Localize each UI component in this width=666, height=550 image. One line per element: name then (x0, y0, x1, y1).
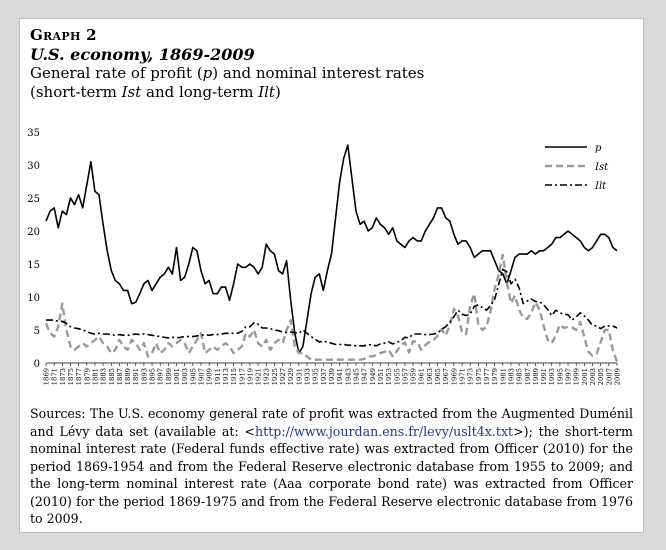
x-tick-label: 2003 (589, 368, 597, 385)
y-tick-label: 30 (27, 161, 40, 172)
x-tick-label: 1911 (214, 368, 222, 385)
graph-label: Graph 2 (30, 26, 97, 44)
sources-text-after: >); the short-term nominal interest rate… (30, 423, 633, 527)
x-tick-label: 1901 (173, 368, 181, 385)
x-tick-label: 2001 (581, 368, 589, 385)
x-tick-label: 1931 (295, 368, 303, 385)
x-tick-label: 1941 (336, 368, 344, 385)
x-tick-label: 1925 (271, 368, 279, 385)
x-tick-label: 1877 (75, 368, 83, 385)
x-tick-label: 1907 (197, 368, 205, 385)
graph-subtitle-line2: (short-term Ist and long-term Ilt) (30, 83, 281, 101)
graph-subtitle-line1: General rate of profit (p) and nominal i… (30, 64, 425, 82)
x-tick-label: 1987 (524, 368, 532, 385)
x-tick-label: 1977 (483, 368, 491, 385)
x-tick-label: 1957 (401, 368, 409, 385)
x-tick-label: 1995 (556, 368, 564, 385)
x-tick-label: 1899 (165, 368, 173, 385)
x-tick-label: 1991 (540, 368, 548, 385)
x-tick-label: 1935 (312, 368, 320, 385)
x-tick-label: 1953 (385, 368, 393, 385)
x-tick-label: 1903 (181, 368, 189, 385)
series-line-ilt (46, 268, 618, 347)
x-tick-label: 1871 (51, 368, 59, 385)
x-tick-label: 1969 (450, 368, 458, 385)
x-tick-label: 1873 (59, 368, 67, 385)
sources-note: Sources: The U.S. economy general rate o… (30, 405, 633, 528)
x-tick-label: 1981 (499, 368, 507, 385)
x-tick-label: 1885 (108, 368, 116, 385)
x-tick-label: 1947 (361, 368, 369, 385)
x-tick-label: 1963 (426, 368, 434, 385)
series-line-ist (44, 253, 619, 363)
x-tick-label: 1945 (352, 368, 360, 385)
x-tick-label: 2007 (605, 368, 613, 385)
x-tick-label: 1893 (140, 368, 148, 385)
x-tick-label: 1971 (459, 368, 467, 385)
graph-panel: Graph 2 U.S. economy, 1869-2009 General … (19, 18, 644, 533)
x-tick-label: 2009 (614, 368, 622, 385)
y-tick-label: 20 (27, 227, 40, 238)
y-tick-label: 15 (27, 260, 40, 271)
x-tick-label: 1989 (532, 368, 540, 385)
x-tick-label: 1975 (475, 368, 483, 385)
x-tick-label: 1915 (230, 368, 238, 385)
x-tick-label: 1917 (238, 368, 246, 385)
sources-link[interactable]: http://www.jourdan.ens.fr/levy/uslt4x.tx… (255, 423, 514, 439)
x-tick-label: 1891 (132, 368, 140, 385)
x-tick-label: 1951 (377, 368, 385, 385)
legend-label-ilt: Ilt (594, 181, 607, 192)
graph-title: U.S. economy, 1869-2009 (30, 45, 255, 64)
x-tick-label: 1937 (320, 368, 328, 385)
y-tick-label: 10 (27, 293, 40, 304)
x-tick-label: 1921 (255, 368, 263, 385)
x-tick-label: 1929 (287, 368, 295, 385)
x-tick-label: 1913 (222, 368, 230, 385)
x-tick-label: 1943 (344, 368, 352, 385)
x-tick-label: 2005 (597, 368, 605, 385)
x-tick-label: 1985 (516, 368, 524, 385)
x-tick-label: 1881 (91, 368, 99, 385)
x-tick-label: 1897 (157, 368, 165, 385)
y-tick-label: 0 (34, 359, 40, 370)
x-tick-label: 1909 (206, 368, 214, 385)
y-tick-label: 5 (34, 326, 40, 337)
legend-label-ist: Ist (594, 162, 609, 173)
x-tick-label: 1883 (100, 368, 108, 385)
x-tick-label: 1961 (418, 368, 426, 385)
x-tick-label: 1983 (507, 368, 515, 385)
x-tick-label: 1965 (434, 368, 442, 385)
x-tick-label: 1939 (328, 368, 336, 385)
x-tick-label: 1887 (116, 368, 124, 385)
series-line-p (45, 144, 618, 354)
x-tick-label: 1933 (304, 368, 312, 385)
x-tick-label: 1955 (393, 368, 401, 385)
graph-header: Graph 2 U.S. economy, 1869-2009 General … (30, 26, 630, 102)
x-tick-label: 1973 (467, 368, 475, 385)
x-tick-label: 1889 (124, 368, 132, 385)
x-tick-label: 1869 (43, 368, 51, 385)
legend-label-p: p (595, 143, 602, 154)
x-tick-label: 1895 (149, 368, 157, 385)
x-tick-label: 1905 (189, 368, 197, 385)
x-tick-label: 1959 (410, 368, 418, 385)
x-tick-label: 1919 (246, 368, 254, 385)
x-tick-label: 1997 (565, 368, 573, 385)
x-tick-label: 1927 (279, 368, 287, 385)
y-tick-label: 35 (27, 128, 40, 139)
sources-text-before: Sources: The U.S. economy general rate o… (30, 406, 633, 439)
x-tick-label: 1999 (573, 368, 581, 385)
x-tick-label: 1993 (548, 368, 556, 385)
x-tick-label: 1923 (263, 368, 271, 385)
y-tick-label: 25 (27, 194, 40, 205)
x-tick-label: 1979 (491, 368, 499, 385)
x-tick-label: 1967 (442, 368, 450, 385)
x-tick-label: 1879 (83, 368, 91, 385)
x-tick-label: 1949 (369, 368, 377, 385)
x-tick-label: 1875 (67, 368, 75, 385)
